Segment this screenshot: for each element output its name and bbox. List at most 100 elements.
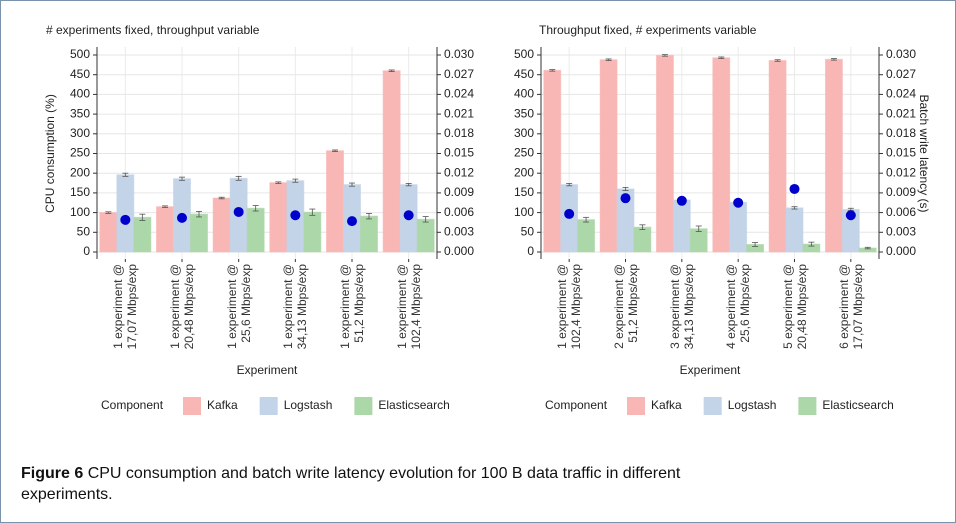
- y2-tick-label: 0.018: [444, 126, 474, 140]
- error-bar: [105, 211, 112, 214]
- error-bar: [622, 186, 629, 191]
- y2-axis-label: Batch write latency (s): [917, 94, 931, 212]
- caption-label: Figure 6: [21, 465, 84, 482]
- bar: [633, 226, 652, 253]
- x-tick-label: 1 experiment @ 25,6 Mbps/exp: [224, 264, 253, 349]
- y2-tick-label: 0.030: [444, 47, 474, 61]
- bar: [543, 69, 562, 253]
- x-tick-label: 6 experiment @ 17,07 Mbps/exp: [836, 264, 865, 350]
- y2-tick-label: 0.024: [886, 87, 916, 101]
- latency-dot: [403, 210, 414, 221]
- y-tick-label: 50: [521, 224, 535, 238]
- legend-label: Elasticsearch: [822, 398, 893, 412]
- latency-dot: [290, 210, 301, 221]
- error-bar: [774, 59, 781, 62]
- error-bar: [549, 69, 556, 72]
- y2-tick-label: 0.000: [886, 244, 916, 258]
- y-tick-label: 300: [70, 126, 90, 140]
- y-tick-label: 400: [514, 87, 534, 101]
- legend-title: Component: [545, 398, 608, 412]
- bar: [269, 182, 288, 253]
- latency-dot: [120, 214, 131, 225]
- y-tick-label: 50: [77, 224, 91, 238]
- x-tick-label: 1 experiment @ 51,2 Mbps/exp: [338, 264, 366, 349]
- latency-dot: [233, 206, 244, 217]
- error-bar: [218, 196, 225, 200]
- y-tick-label: 200: [70, 165, 90, 179]
- bar: [382, 70, 401, 253]
- legend-swatch: [627, 397, 645, 415]
- y-tick-label: 250: [70, 146, 90, 160]
- x-axis-label: Experiment: [237, 363, 298, 377]
- x-tick-label: 4 experiment @ 25,6 Mbps/exp: [724, 264, 753, 349]
- y-tick-label: 0: [527, 244, 534, 258]
- error-bar: [196, 211, 202, 218]
- x-tick-label: 3 experiment @ 34,13 Mbps/exp: [667, 264, 696, 350]
- error-bar: [422, 216, 429, 223]
- bar: [326, 150, 344, 253]
- y2-tick-label: 0.021: [886, 106, 916, 120]
- legend-swatch: [259, 397, 278, 415]
- error-bar: [583, 216, 590, 223]
- error-bar: [292, 178, 299, 183]
- y-tick-label: 450: [514, 67, 534, 81]
- x-tick-label: 1 experiment @ 20,48 Mbps/exp: [168, 264, 196, 350]
- y2-tick-label: 0.012: [444, 165, 474, 179]
- latency-dot: [676, 195, 687, 206]
- error-bar: [388, 69, 395, 72]
- x-tick-label: 1 experiment @ 102,4 Mbps/exp: [555, 264, 584, 350]
- error-bar: [235, 175, 242, 181]
- error-bar: [791, 206, 798, 210]
- bar: [133, 216, 152, 253]
- legend-label: Kafka: [207, 398, 238, 412]
- y-axis-label: CPU consumption (%): [43, 94, 57, 213]
- y2-tick-label: 0.027: [444, 67, 474, 81]
- bar: [729, 201, 748, 253]
- y-tick-label: 100: [514, 205, 534, 219]
- latency-dot: [845, 210, 856, 221]
- chart-title: # experiments fixed, throughput variable: [46, 23, 260, 37]
- legend-swatch: [703, 397, 722, 415]
- y-tick-label: 200: [514, 165, 534, 179]
- y2-tick-label: 0.018: [886, 126, 916, 140]
- y2-tick-label: 0.015: [886, 146, 916, 160]
- error-bar: [639, 224, 646, 230]
- y2-tick-label: 0.003: [886, 224, 916, 238]
- y-tick-label: 500: [70, 47, 90, 61]
- bar: [99, 212, 118, 253]
- error-bar: [122, 172, 129, 177]
- y-tick-label: 0: [83, 244, 90, 258]
- bar: [360, 215, 378, 253]
- y-tick-label: 250: [514, 146, 534, 160]
- bar: [655, 54, 674, 253]
- legend-swatch: [183, 397, 201, 415]
- legend-label: Logstash: [728, 398, 777, 412]
- error-bar: [252, 205, 259, 212]
- y2-tick-label: 0.021: [444, 106, 474, 120]
- x-tick-label: 1 experiment @ 102,4 Mbps/exp: [394, 264, 423, 350]
- y-tick-label: 500: [514, 47, 534, 61]
- y-tick-label: 100: [70, 205, 90, 219]
- error-bar: [162, 205, 168, 208]
- x-tick-label: 5 experiment @ 20,48 Mbps/exp: [780, 264, 809, 350]
- bar: [416, 218, 435, 253]
- bar: [785, 207, 804, 253]
- error-bar: [752, 242, 759, 247]
- error-bar: [718, 56, 725, 59]
- y-tick-label: 400: [70, 87, 90, 101]
- error-bar: [864, 246, 871, 250]
- error-bar: [366, 212, 372, 220]
- legend-swatch: [354, 397, 373, 415]
- bar: [116, 174, 135, 253]
- bar: [577, 219, 596, 253]
- bar: [212, 197, 231, 253]
- chart-title: Throughput fixed, # experiments variable: [539, 23, 757, 37]
- y2-tick-label: 0.030: [886, 47, 916, 61]
- y2-tick-label: 0.012: [886, 165, 916, 179]
- latency-dot: [620, 193, 631, 204]
- legend-label: Logstash: [284, 398, 333, 412]
- error-bar: [179, 176, 185, 181]
- bar: [824, 58, 843, 253]
